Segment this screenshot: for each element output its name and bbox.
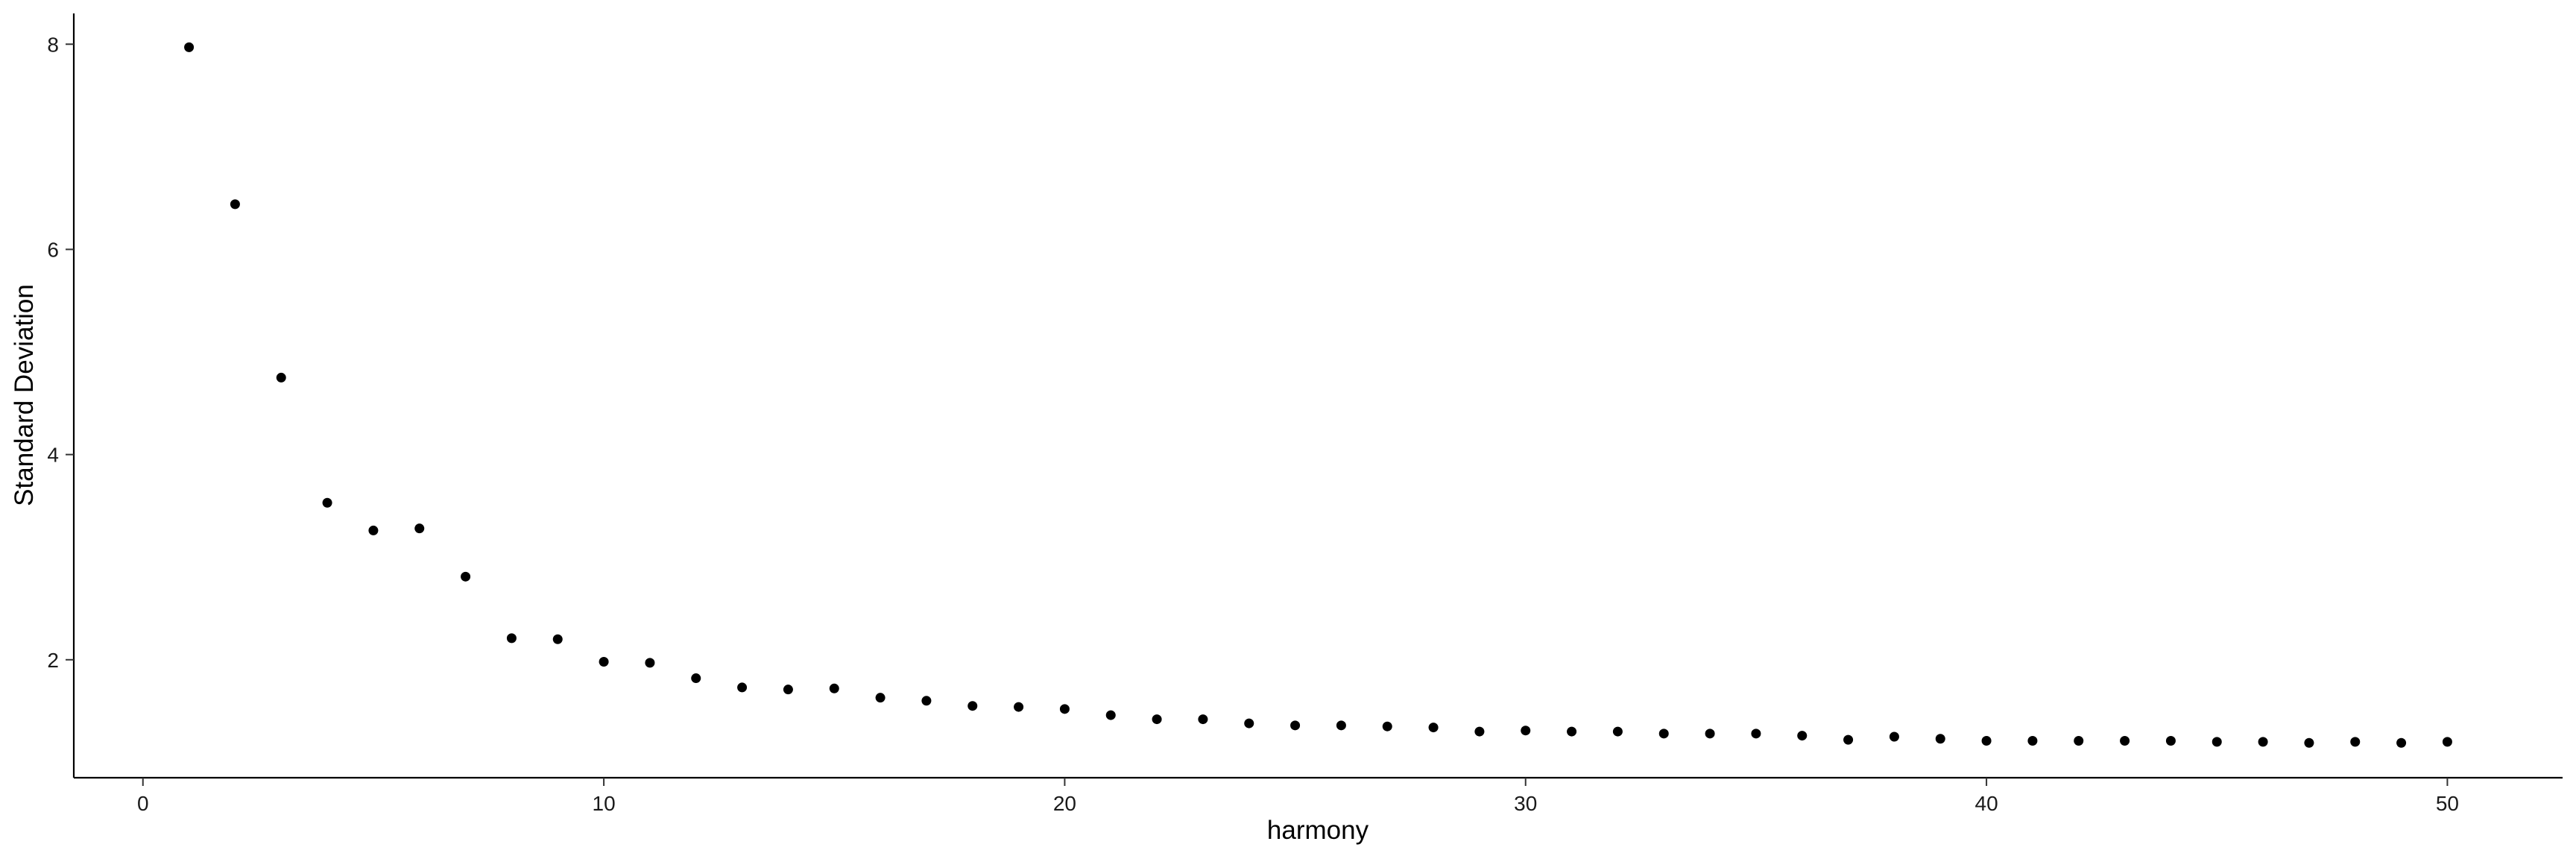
- data-point: [1474, 726, 1485, 737]
- data-point: [783, 685, 793, 695]
- data-point: [1428, 723, 1439, 733]
- data-point: [829, 683, 839, 693]
- x-ticks: 0 10 20 30 40 50: [137, 778, 2459, 815]
- y-tick-label: 4: [47, 444, 59, 467]
- data-point: [552, 634, 563, 644]
- data-point: [1567, 726, 1577, 737]
- data-point: [1843, 734, 1854, 745]
- x-tick-label: 50: [2436, 792, 2459, 815]
- data-point: [1336, 720, 1346, 731]
- data-point: [1935, 734, 1945, 744]
- data-point: [1981, 735, 1992, 746]
- axes: [72, 13, 2563, 779]
- data-point: [414, 523, 425, 534]
- data-point: [737, 682, 748, 693]
- data-point: [921, 696, 932, 706]
- data-point: [368, 525, 379, 535]
- data-point: [1014, 702, 1024, 712]
- y-tick-label: 2: [47, 649, 59, 672]
- data-point: [1612, 726, 1623, 737]
- data-point: [1705, 729, 1715, 739]
- x-axis-title: harmony: [1267, 816, 1369, 845]
- data-point: [1198, 714, 1208, 725]
- y-ticks: 2 4 6 8: [47, 33, 74, 672]
- data-point: [2442, 737, 2452, 747]
- data-point: [2396, 737, 2407, 748]
- data-point: [184, 42, 195, 52]
- data-point: [2350, 737, 2361, 747]
- data-point: [967, 701, 978, 711]
- data-point: [1105, 710, 1116, 720]
- data-point: [1751, 729, 1761, 739]
- data-point: [230, 199, 240, 210]
- x-tick-label: 10: [593, 792, 616, 815]
- data-point: [276, 372, 286, 383]
- data-points: [184, 42, 2452, 748]
- data-point: [2120, 735, 2130, 746]
- data-point: [2165, 735, 2176, 746]
- data-point: [2212, 737, 2222, 747]
- data-point: [1521, 726, 1531, 736]
- y-axis-title: Standard Deviation: [10, 284, 39, 506]
- data-point: [1290, 720, 1301, 731]
- data-point: [1658, 729, 1669, 739]
- y-tick-label: 8: [47, 33, 59, 56]
- x-tick-label: 20: [1053, 792, 1076, 815]
- data-point: [875, 693, 886, 703]
- data-point: [322, 497, 332, 508]
- x-tick-label: 30: [1514, 792, 1537, 815]
- data-point: [2258, 737, 2268, 747]
- data-point: [645, 658, 655, 668]
- data-point: [1889, 731, 1899, 742]
- data-point: [1382, 721, 1392, 731]
- data-point: [599, 657, 609, 667]
- data-point: [2074, 735, 2084, 746]
- data-point: [1059, 704, 1070, 714]
- data-point: [1797, 731, 1808, 741]
- data-point: [2304, 737, 2314, 748]
- y-tick-label: 6: [47, 238, 59, 261]
- data-point: [2027, 735, 2038, 746]
- data-point: [1152, 714, 1162, 725]
- x-tick-label: 0: [137, 792, 149, 815]
- x-tick-label: 40: [1975, 792, 1998, 815]
- data-point: [506, 633, 517, 644]
- data-point: [1244, 718, 1254, 729]
- data-point: [691, 673, 701, 684]
- data-point: [461, 571, 471, 582]
